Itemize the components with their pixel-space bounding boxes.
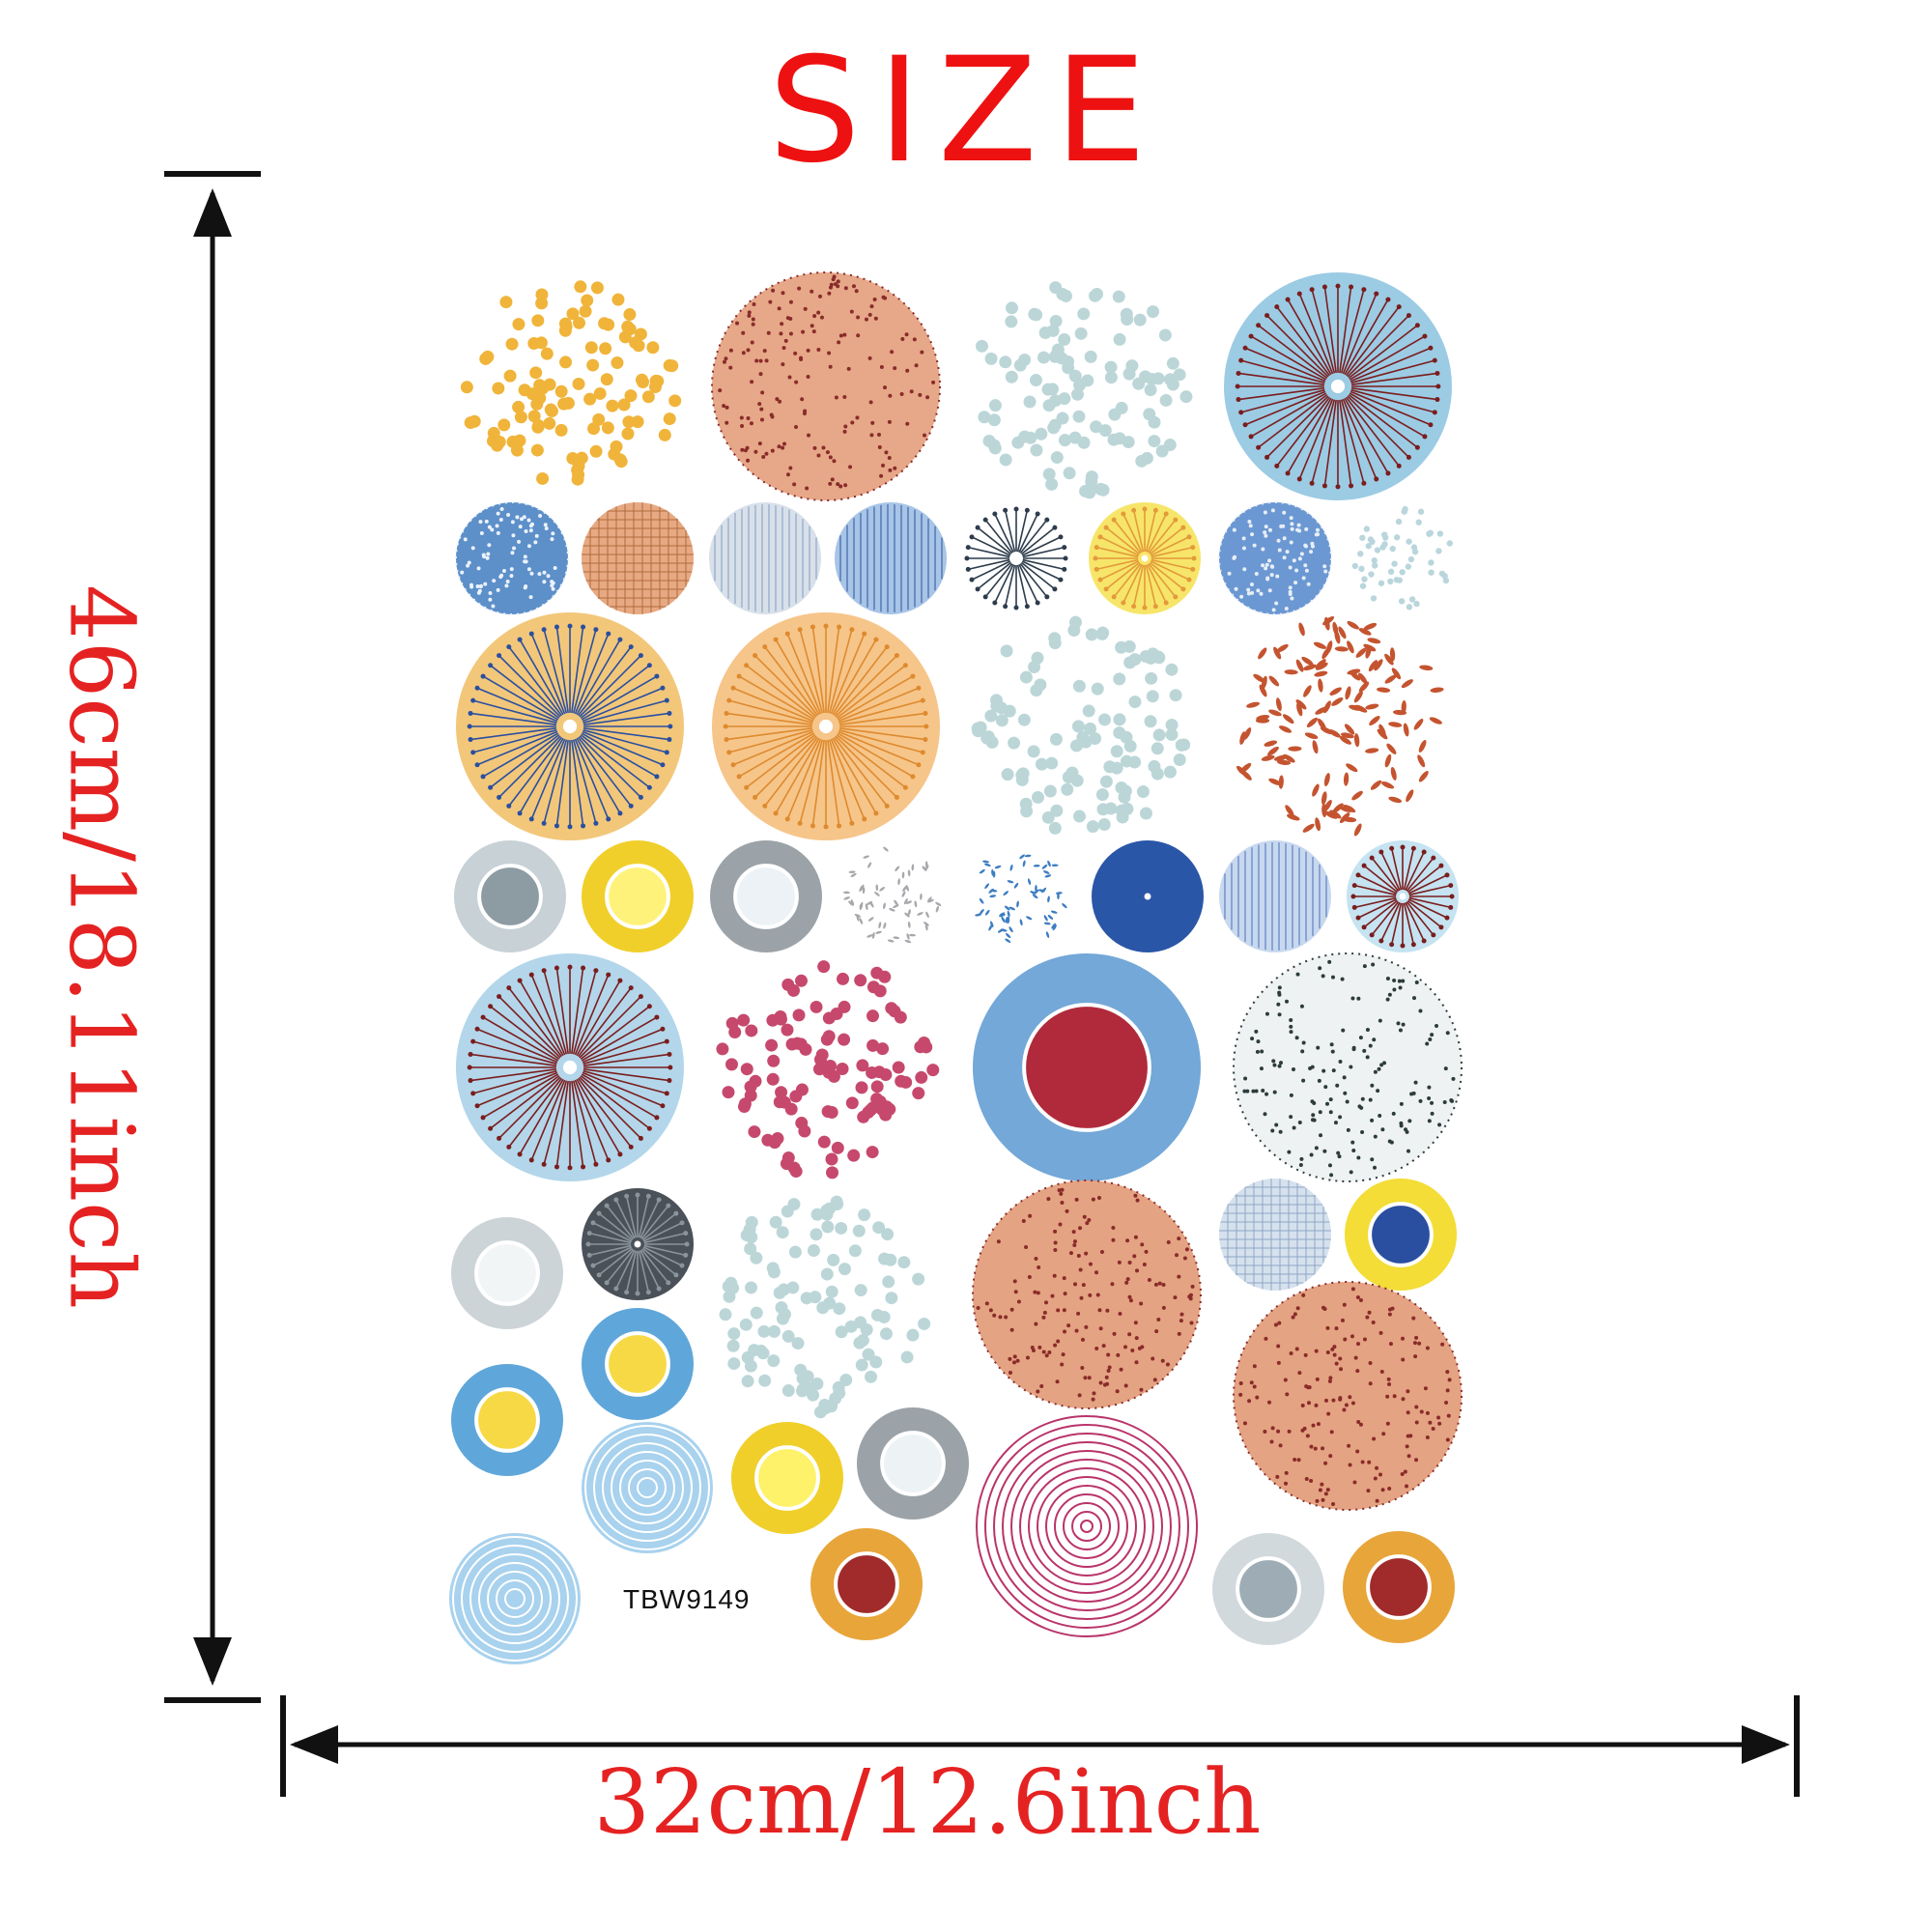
sticker-rays-13 (456, 612, 684, 840)
sticker-hatch-33 (1219, 1179, 1331, 1291)
sticker-ring-36 (451, 1364, 563, 1476)
sticker-dots-31 (719, 1195, 931, 1419)
sticker-circles-41 (973, 1412, 1201, 1640)
sticker-dots-12 (1347, 502, 1459, 614)
sticker-ring-27 (973, 953, 1201, 1181)
sticker-ring-19 (710, 840, 822, 952)
sticker-ring-17 (454, 840, 566, 952)
sticker-ring-44 (1212, 1533, 1324, 1645)
sticker-circles-38 (582, 1422, 713, 1553)
sticker-stipple-5 (455, 501, 569, 615)
sticker-hatch-6 (582, 502, 694, 614)
sticker-rays-30 (582, 1188, 694, 1300)
sticker-ring-40 (857, 1407, 969, 1520)
sticker-rays-22 (1092, 840, 1204, 952)
sticker-circles-42 (449, 1533, 581, 1664)
size-title: SIZE (768, 27, 1164, 195)
sticker-rays-10 (1089, 502, 1201, 614)
sticker-lines-8 (835, 502, 947, 614)
sticker-rays-25 (456, 953, 684, 1181)
sticker-dashes-16 (1224, 612, 1452, 840)
sticker-rays-24 (1347, 840, 1459, 952)
sticker-rays-4 (1224, 272, 1452, 500)
sticker-dashes-21 (963, 840, 1075, 952)
sticker-ring-34 (1345, 1179, 1457, 1291)
sticker-stipple-37 (1233, 1281, 1463, 1511)
sticker-ring-29 (451, 1217, 563, 1329)
sticker-dashes-20 (838, 840, 950, 952)
sticker-stipple-11 (1218, 501, 1332, 615)
sticker-rays-14 (712, 612, 940, 840)
sticker-ring-18 (582, 840, 694, 952)
sticker-rays-9 (960, 502, 1072, 614)
sticker-stipple-32 (972, 1179, 1202, 1409)
sticker-ring-45 (1343, 1531, 1455, 1643)
sticker-lines-23 (1219, 840, 1331, 952)
sticker-lines-7 (709, 502, 821, 614)
sticker-ring-39 (731, 1422, 843, 1534)
sticker-dots-1 (460, 280, 682, 486)
sticker-sheet (449, 271, 1463, 1664)
sticker-dots-3 (975, 281, 1193, 499)
height-dimension-text: 46cm/18.11inch (49, 584, 154, 1309)
sticker-dots-26 (716, 960, 940, 1179)
sticker-ring-43 (810, 1528, 923, 1640)
sticker-ring-35 (582, 1308, 694, 1420)
sticker-stipple-28 (1233, 952, 1463, 1182)
sticker-dots-15 (971, 615, 1191, 835)
product-code: TBW9149 (623, 1584, 751, 1614)
sticker-stipple-2 (711, 271, 941, 501)
width-dimension-label: 32cm/12.6inch (593, 1750, 1262, 1854)
